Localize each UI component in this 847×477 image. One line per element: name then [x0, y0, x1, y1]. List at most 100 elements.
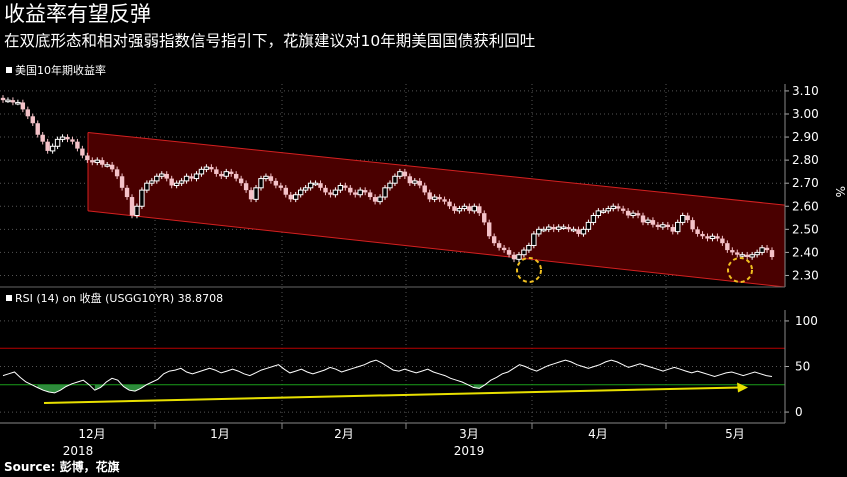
candle-body — [129, 197, 135, 216]
rsi-legend-swatch — [6, 295, 12, 301]
downtrend-channel — [87, 131, 786, 288]
rsi-trend-arrowhead — [737, 382, 748, 393]
candle-body — [15, 101, 21, 105]
candle-body — [372, 197, 378, 202]
candle-body — [100, 160, 105, 165]
candle-body — [109, 164, 115, 170]
candle-body — [630, 212, 636, 216]
candle-body — [348, 187, 353, 193]
candle-body — [90, 160, 95, 163]
candle-body — [323, 187, 328, 193]
candle-body — [328, 192, 333, 195]
candle-body — [139, 189, 145, 207]
candle-body — [754, 251, 760, 256]
candle-body — [546, 226, 552, 230]
candle-body — [536, 228, 542, 235]
candle-body — [382, 187, 388, 198]
candle-body — [10, 100, 16, 103]
price-tick-label: 2.90 — [792, 130, 819, 144]
x-month-label: 5月 — [725, 427, 745, 441]
candle-body — [273, 180, 279, 186]
candle-body — [521, 249, 527, 256]
price-tick-label: 2.80 — [792, 153, 819, 167]
candle-body — [362, 190, 368, 193]
candle-body — [94, 159, 100, 163]
candle-body — [302, 187, 309, 191]
candle-body — [203, 166, 210, 170]
candle-body — [159, 173, 165, 177]
candle-body — [392, 175, 398, 184]
price-unit-label: % — [833, 186, 847, 197]
candle-body — [407, 176, 413, 184]
chart-annotations — [43, 257, 753, 404]
price-tick-label: 2.60 — [792, 199, 819, 213]
candle-body — [660, 224, 666, 228]
candle-body — [80, 148, 85, 156]
candle-body — [412, 180, 418, 184]
candle-body — [690, 220, 695, 230]
candle-body — [739, 254, 745, 257]
x-year-label: 2019 — [454, 444, 485, 458]
candle-body — [59, 136, 66, 140]
candle-body — [223, 171, 229, 177]
price-tick-label: 2.40 — [792, 245, 819, 259]
x-month-label: 1月 — [210, 427, 230, 441]
candle-body — [477, 206, 482, 214]
candle-body — [173, 182, 180, 186]
candle-body — [367, 192, 373, 198]
candle-body — [149, 180, 155, 184]
candle-body — [555, 226, 562, 230]
price-tick-label: 2.30 — [792, 268, 819, 282]
candle-body — [193, 173, 200, 180]
candle-body — [551, 227, 556, 230]
candle-body — [695, 229, 700, 234]
candle-body — [45, 141, 50, 151]
candle-body — [437, 197, 442, 200]
channel-fill — [88, 132, 785, 287]
candle-body — [178, 180, 185, 184]
candle-body — [70, 139, 75, 142]
price-tick-label: 2.70 — [792, 176, 819, 190]
candle-body — [377, 196, 383, 203]
candle-body — [119, 176, 125, 188]
candle-body — [312, 182, 319, 186]
candle-body — [709, 235, 716, 240]
candle-body — [501, 247, 507, 251]
candle-body — [456, 208, 463, 212]
candle-body — [248, 190, 254, 200]
rsi-tick-label: 0 — [795, 405, 803, 419]
candle-body — [570, 228, 577, 232]
candle-body — [219, 173, 224, 177]
candle-body — [516, 254, 522, 260]
candle-body — [605, 208, 611, 212]
candle-body — [759, 247, 765, 253]
candle-body — [297, 189, 304, 196]
candle-body — [293, 194, 299, 200]
candle-body — [616, 206, 621, 209]
rsi-trend-arrow — [43, 386, 741, 404]
candle-body — [580, 228, 587, 235]
candle-body — [54, 138, 61, 147]
candle-body — [670, 227, 675, 232]
axis-tick-labels: 2.30 2.40 2.50 2.60 2.70 2.80 2.90 3.00 3.10% 0 50… — [0, 84, 847, 458]
candle-body — [283, 187, 288, 195]
candle-body — [332, 189, 339, 196]
candle-body — [214, 169, 219, 174]
candle-body — [610, 205, 616, 210]
candle-body — [635, 213, 641, 216]
chart-title: 收益率有望反弹 — [4, 2, 151, 26]
rsi-tick-label: 100 — [795, 314, 818, 328]
candle-body — [595, 210, 602, 216]
candle-body — [650, 220, 656, 225]
price-tick-label: 2.50 — [792, 222, 819, 236]
candle-body — [769, 250, 775, 258]
rsi-series — [2, 359, 773, 394]
candle-body — [422, 185, 427, 193]
candle-body — [715, 236, 720, 239]
source-note: Source: 彭博，花旗 — [4, 460, 120, 474]
candle-body — [447, 201, 452, 207]
candle-body — [229, 171, 234, 174]
candle-body — [49, 145, 56, 152]
candle-body — [263, 175, 269, 180]
